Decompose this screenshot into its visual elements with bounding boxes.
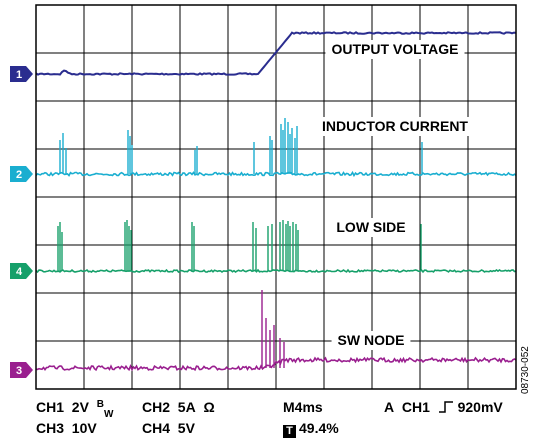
document-id: 08730-052	[520, 346, 531, 394]
ch2-scale: 5A	[177, 399, 196, 415]
channel-name-label: LOW SIDE	[336, 219, 405, 235]
trigger-level: 920mV	[457, 399, 503, 415]
trace-ch4	[35, 268, 517, 274]
channel-marker-number: 4	[16, 266, 23, 278]
trigger-position: T 49.4%	[283, 420, 339, 438]
ch3-label: CH3	[36, 420, 65, 436]
channel-marker-1	[10, 66, 33, 82]
channel-marker-2	[10, 166, 33, 182]
channel-name-label: INDUCTOR CURRENT	[322, 118, 468, 134]
channel-labels: OUTPUT VOLTAGE INDUCTOR CURRENT LOW SIDE SW…	[316, 40, 474, 350]
channel-marker-3	[10, 362, 33, 378]
bw-limit-w: W	[103, 409, 114, 420]
ch4-label: CH4	[142, 420, 171, 436]
ch4-settings: CH4 5V	[142, 420, 195, 436]
channel-label-bg	[331, 331, 411, 350]
ch2-label: CH2	[142, 399, 171, 415]
bw-limit-b: B	[96, 399, 104, 410]
ch2-settings: CH2 5A Ω	[142, 399, 215, 415]
settings-row-1: CH1 2V BW	[36, 399, 113, 420]
ch1-label: CH1	[36, 399, 65, 415]
trigger-position-value: 49.4%	[299, 420, 339, 436]
ch3-scale: 10V	[71, 420, 97, 436]
channel-markers: 1 2 4 3	[10, 66, 33, 378]
channel-marker-number: 1	[16, 69, 22, 81]
channel-name-label: SW NODE	[338, 332, 405, 348]
trigger-channel: CH1	[401, 399, 430, 415]
trace-ch2	[35, 170, 517, 178]
ch3-settings: CH3 10V	[36, 420, 97, 436]
channel-label-bg	[325, 40, 465, 59]
rising-edge-icon	[438, 401, 453, 413]
channel-marker-4	[10, 263, 33, 279]
timebase: M4ms	[283, 399, 323, 415]
ch1-scale: 2V	[71, 399, 89, 415]
channel-marker-number: 3	[16, 365, 22, 377]
channel-marker-number: 2	[16, 169, 22, 181]
trigger-position-icon: T	[283, 425, 296, 438]
traces	[35, 31, 517, 372]
trigger-mode: A	[384, 399, 395, 415]
ch4-scale: 5V	[177, 420, 195, 436]
trace-ch3	[35, 356, 517, 372]
trace-ch1	[35, 31, 517, 76]
channel-label-bg	[330, 218, 412, 237]
plot-border	[35, 4, 517, 390]
ohm-symbol: Ω	[203, 399, 215, 415]
channel-label-bg	[316, 117, 474, 136]
trigger-settings: A CH1 920mV	[384, 399, 503, 415]
channel-name-label: OUTPUT VOLTAGE	[331, 41, 458, 57]
